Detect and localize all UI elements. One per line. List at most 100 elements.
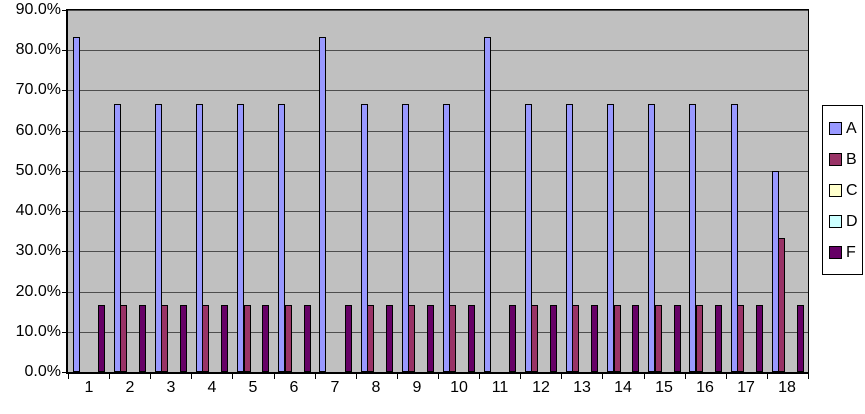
bar-F-1	[98, 305, 105, 372]
x-axis-tick	[232, 374, 233, 379]
bar-F-9	[427, 305, 434, 372]
x-axis-label: 2	[125, 379, 135, 396]
bar-A-4	[196, 104, 203, 372]
bar-A-15	[648, 104, 655, 372]
y-axis-tick	[62, 131, 67, 132]
x-axis-tick	[561, 374, 562, 379]
x-axis-label: 10	[450, 379, 468, 396]
x-axis-tick	[68, 374, 69, 379]
bar-B-4	[202, 305, 209, 372]
x-axis-tick	[397, 374, 398, 379]
x-axis-label: 9	[412, 379, 422, 396]
x-axis-label: 11	[491, 379, 509, 396]
x-axis-tick	[479, 374, 480, 379]
x-axis-label: 1	[84, 379, 94, 396]
bar-A-1	[73, 37, 80, 372]
x-axis-tick	[520, 374, 521, 379]
x-axis-tick	[602, 374, 603, 379]
y-axis-tick	[62, 372, 67, 373]
y-axis-tick	[62, 211, 67, 212]
y-axis-label: 70.0%	[15, 81, 61, 98]
bar-F-6	[304, 305, 311, 372]
legend-label-F: F	[846, 243, 856, 261]
bar-B-3	[161, 305, 168, 372]
bar-A-6	[278, 104, 285, 372]
y-axis-label: 30.0%	[15, 242, 61, 259]
x-axis-tick	[438, 374, 439, 379]
x-axis-label: 7	[330, 379, 340, 396]
bar-A-9	[402, 104, 409, 372]
y-axis-tick	[62, 50, 67, 51]
x-axis-tick	[191, 374, 192, 379]
bar-A-12	[525, 104, 532, 372]
bar-A-2	[114, 104, 121, 372]
bar-B-5	[244, 305, 251, 372]
x-axis-label: 16	[696, 379, 714, 396]
bar-F-13	[591, 305, 598, 372]
bar-B-15	[655, 305, 662, 372]
legend-swatch-F	[829, 246, 842, 259]
legend-entry-C: C	[823, 175, 862, 206]
bar-B-16	[696, 305, 703, 372]
bar-F-17	[756, 305, 763, 372]
x-axis-label: 14	[614, 379, 632, 396]
x-axis-label: 17	[737, 379, 755, 396]
bar-F-11	[509, 305, 516, 372]
horizontal-gridline	[68, 211, 808, 213]
bar-F-2	[139, 305, 146, 372]
horizontal-gridline	[68, 251, 808, 253]
y-axis-label: 80.0%	[15, 41, 61, 58]
bar-F-12	[550, 305, 557, 372]
x-axis-label: 12	[532, 379, 550, 396]
y-axis-tick	[62, 90, 67, 91]
bar-F-7	[345, 305, 352, 372]
legend-entry-D: D	[823, 206, 862, 237]
bar-B-13	[572, 305, 579, 372]
legend-label-B: B	[846, 150, 857, 168]
legend-entry-F: F	[823, 237, 862, 268]
x-axis-tick	[685, 374, 686, 379]
bar-F-4	[221, 305, 228, 372]
bar-F-14	[632, 305, 639, 372]
bar-B-17	[737, 305, 744, 372]
bar-F-10	[468, 305, 475, 372]
bar-A-5	[237, 104, 244, 372]
y-axis-tick	[62, 171, 67, 172]
x-axis-label: 4	[207, 379, 217, 396]
legend-entry-A: A	[823, 113, 862, 144]
x-axis-label: 8	[371, 379, 381, 396]
legend-swatch-B	[829, 153, 842, 166]
x-axis-label: 3	[166, 379, 176, 396]
y-axis-tick	[62, 292, 67, 293]
bar-F-18	[797, 305, 804, 372]
bar-A-13	[566, 104, 573, 372]
y-axis-label: 20.0%	[15, 283, 61, 300]
x-axis-tick	[150, 374, 151, 379]
x-axis-label: 6	[289, 379, 299, 396]
bar-F-15	[674, 305, 681, 372]
bar-A-14	[607, 104, 614, 372]
horizontal-gridline	[68, 291, 808, 293]
legend-entry-B: B	[823, 144, 862, 175]
bar-A-10	[443, 104, 450, 372]
x-axis-label: 15	[655, 379, 673, 396]
y-axis-label: 50.0%	[15, 162, 61, 179]
horizontal-gridline	[68, 170, 808, 172]
x-axis-tick	[109, 374, 110, 379]
horizontal-gridline	[68, 50, 808, 52]
y-axis-label: 40.0%	[15, 202, 61, 219]
bar-F-16	[715, 305, 722, 372]
legend-swatch-A	[829, 122, 842, 135]
plot-area	[66, 9, 809, 374]
x-axis-label: 18	[778, 379, 796, 396]
bar-B-6	[285, 305, 292, 372]
legend-label-C: C	[846, 181, 858, 199]
legend-label-A: A	[846, 119, 857, 137]
bar-A-3	[155, 104, 162, 372]
y-axis-label: 60.0%	[15, 122, 61, 139]
y-axis-tick	[62, 332, 67, 333]
legend-swatch-D	[829, 215, 842, 228]
bar-A-8	[361, 104, 368, 372]
